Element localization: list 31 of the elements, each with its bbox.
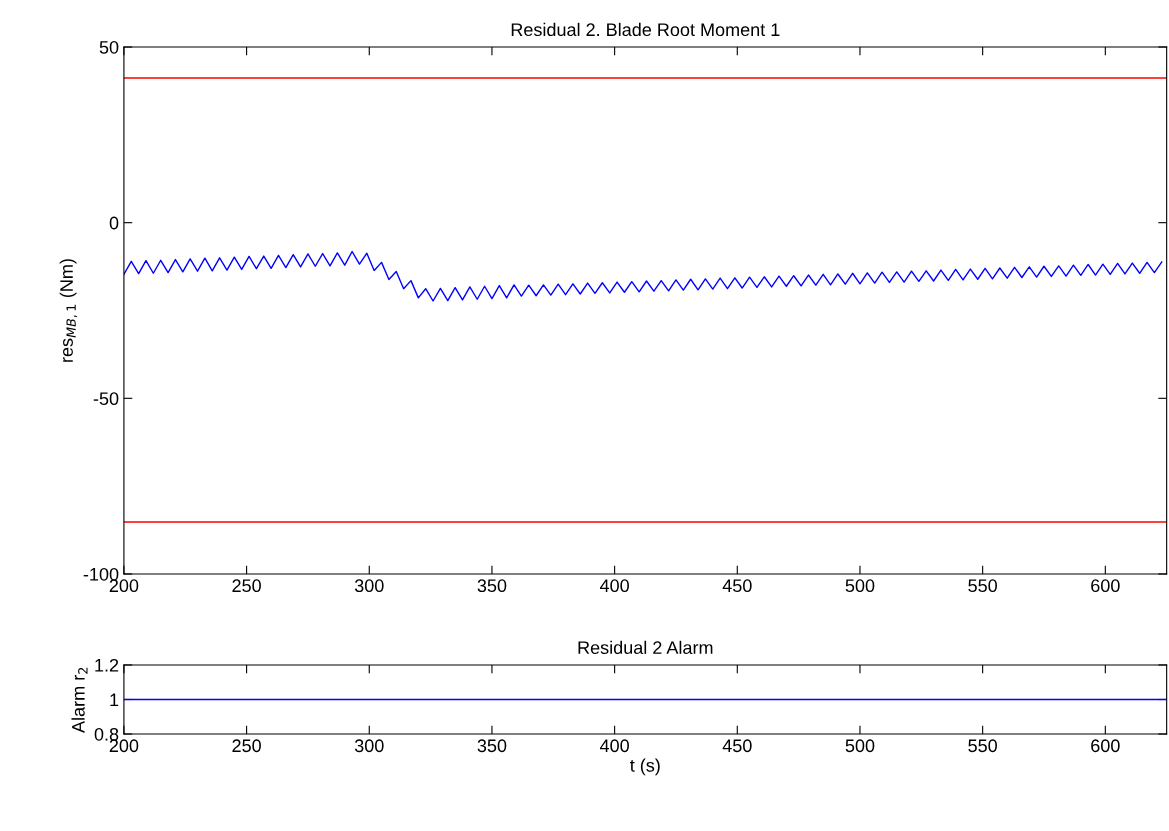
x-tick-label: 600: [1091, 739, 1120, 753]
x-tick-label: 600: [1091, 579, 1120, 593]
x-tick-label: 300: [354, 579, 384, 593]
x-tick-label: 300: [354, 739, 384, 753]
chart-title: Residual 2 Alarm: [578, 640, 713, 655]
y-tick-label: 0: [109, 216, 119, 230]
y-tick-label: 50: [99, 40, 119, 54]
x-tick-label: 200: [109, 739, 139, 753]
y-tick-label: 1.2: [95, 658, 119, 672]
x-tick-label: 350: [477, 579, 507, 593]
y-axis-title: res$_{MB,1}$ (Nm): [59, 259, 78, 362]
x-tick-label: 400: [599, 579, 629, 593]
x-tick-label: 550: [968, 739, 998, 753]
x-tick-label: 500: [845, 739, 875, 753]
x-tick-label: 500: [845, 579, 875, 593]
y-tick-label: -100: [83, 567, 119, 581]
chart-title: Residual 2. Blade Root Moment 1: [511, 22, 780, 37]
x-tick-label: 450: [722, 579, 752, 593]
y-tick-label: 0.8: [94, 727, 119, 741]
x-tick-label: 550: [968, 579, 998, 593]
y-axis-title: Alarm r$_{2}$: [71, 667, 88, 733]
x-tick-label: 250: [232, 739, 261, 753]
line-series: [123, 250, 1163, 302]
x-tick-label: 250: [232, 579, 261, 593]
x-axis-title: t (s): [630, 758, 660, 776]
x-tick-label: 200: [109, 579, 139, 593]
y-tick-label: -50: [93, 392, 119, 406]
x-tick-label: 450: [722, 739, 752, 753]
x-tick-label: 400: [599, 739, 629, 753]
x-tick-label: 350: [477, 739, 507, 753]
y-tick-label: 1: [110, 693, 119, 707]
